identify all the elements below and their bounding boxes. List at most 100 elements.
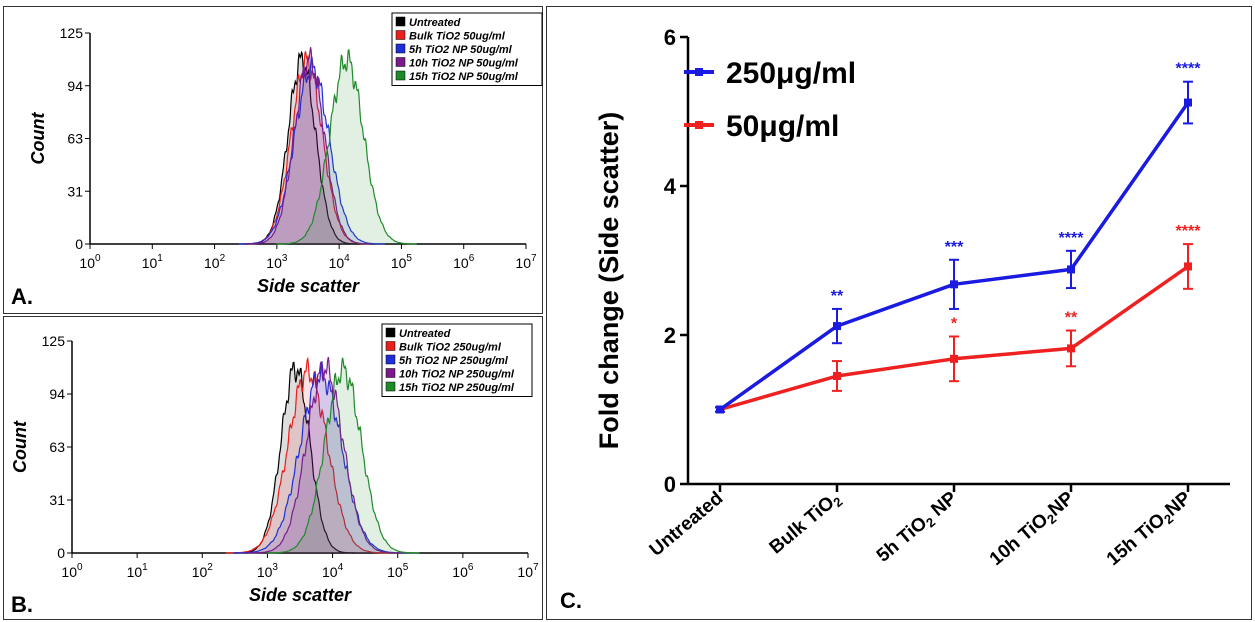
hist-b-x-tick-label: 103 (257, 562, 279, 580)
line-c-y-tick-label: 6 (664, 25, 676, 50)
line-c-legend-label: 50μg/ml (726, 110, 839, 143)
line-c-y-axis-title: Fold change (Side scatter) (594, 112, 624, 450)
line-c-significance-label: **** (1176, 61, 1202, 78)
hist-a-y-axis-title: Count (28, 112, 48, 165)
hist-a-area-5h-tio2-np-50ug-ml (238, 57, 385, 244)
hist-b-x-tick-label: 102 (192, 562, 214, 580)
hist-a-area-bulk-tio2-50ug-ml (241, 51, 373, 244)
hist-b-y-tick-label: 0 (57, 545, 65, 561)
hist-a-legend-label: Untreated (409, 17, 461, 29)
panel-b-frame (3, 316, 543, 620)
hist-b-y-tick-label: 125 (42, 333, 66, 349)
hist-a-y-tick-label: 31 (67, 183, 83, 199)
hist-b-curve-15h-tio2-np-250ug-ml (266, 357, 420, 554)
line-c-category-label: 5h TiO2 NP (873, 488, 963, 569)
line-c-category-label: 10h TiO2NP (986, 488, 1080, 572)
hist-b-y-tick-label: 31 (49, 492, 65, 508)
hist-b-plot: 0 31 63 94 125 100 101 102 103 104 105 106 107 Side s… (10, 323, 539, 605)
line-c-point (1184, 98, 1192, 107)
hist-b-y-axis-title: Count (10, 420, 30, 473)
line-c-legend-marker (695, 68, 703, 76)
hist-b-curve-untreated (235, 361, 356, 554)
panel-c-frame (546, 6, 1252, 620)
hist-b-curve-10h-tio2-np-250ug-ml (248, 356, 402, 554)
line-c-legend-label: 250μg/ml (726, 57, 856, 90)
hist-b-x-tick-label: 104 (322, 562, 344, 580)
hist-a-y-tick-label: 94 (67, 78, 83, 94)
hist-a-y-tick-label: 63 (67, 131, 83, 147)
line-c-point (833, 371, 841, 380)
hist-b-legend-label: Bulk TiO2 250ug/ml (399, 342, 502, 354)
panel-b-letter: B. (11, 592, 33, 617)
hist-a-legend-label: 15h TiO2 NP 50ug/ml (409, 71, 519, 83)
line-c-category-label: Untreated (646, 488, 727, 561)
line-c-point (1184, 262, 1192, 271)
line-c-y-tick-label: 4 (664, 174, 677, 199)
hist-b-x-tick-label: 105 (387, 562, 409, 580)
hist-b-curve-bulk-tio2-250ug-ml (225, 356, 390, 554)
hist-a-legend-swatch (395, 57, 406, 67)
hist-b-legend-swatch (385, 354, 396, 365)
line-c-point (950, 354, 958, 363)
hist-a-x-tick-label: 102 (204, 253, 226, 271)
hist-b-area-15h-tio2-np-250ug-ml (266, 357, 420, 553)
hist-b-x-tick-label: 101 (127, 562, 149, 580)
hist-a-x-tick-label: 106 (453, 253, 475, 271)
line-c-point (1067, 344, 1075, 353)
panel-a-letter: A. (11, 284, 33, 309)
hist-b-x-tick-label: 100 (61, 562, 83, 580)
hist-a-legend-swatch (395, 30, 406, 40)
hist-a-x-tick-label: 105 (391, 253, 413, 271)
hist-b-curve-5h-tio2-np-250ug-ml (233, 361, 408, 554)
line-c-significance-label: **** (1059, 230, 1085, 247)
hist-b-x-tick-label: 107 (517, 562, 539, 580)
hist-a-area-15h-tio2-np-50ug-ml (276, 49, 418, 245)
hist-b-area-bulk-tio2-250ug-ml (225, 358, 390, 553)
hist-a-x-axis-title: Side scatter (257, 276, 360, 296)
hist-a-legend-swatch (395, 43, 406, 54)
line-c-significance-label: ** (1065, 310, 1078, 327)
hist-b-legend-label: 10h TiO2 NP 250ug/ml (399, 369, 515, 381)
hist-a-area-untreated (244, 52, 360, 244)
line-c-point (833, 322, 841, 331)
hist-b-y-tick-label: 63 (49, 439, 65, 455)
hist-b-y-tick-label: 94 (49, 386, 65, 402)
line-c-plot: 0 2 4 6 Untreated Bulk TiO2 5h TiO2 NP 10h TiO2… (594, 25, 1230, 572)
line-c-significance-label: *** (945, 239, 964, 256)
line-c-legend-marker (695, 121, 703, 129)
hist-a-x-tick-label: 104 (329, 253, 351, 271)
hist-a-legend-label: Bulk TiO2 50ug/ml (409, 31, 506, 43)
hist-b-area-10h-tio2-np-250ug-ml (248, 357, 402, 553)
line-c-y-tick-label: 2 (664, 323, 676, 348)
hist-b-x-axis-title: Side scatter (249, 585, 352, 605)
hist-a-y-tick-label: 125 (60, 25, 84, 41)
hist-a-x-tick-label: 107 (515, 253, 537, 271)
hist-a-x-tick-label: 100 (79, 253, 101, 271)
hist-b-legend-swatch (385, 381, 396, 392)
hist-b-legend-swatch (385, 368, 396, 378)
hist-a-x-tick-label: 101 (142, 253, 164, 271)
line-c-category-label: Bulk TiO2 (766, 488, 846, 560)
line-c-significance-label: ** (831, 288, 844, 305)
line-c-y-tick-label: 0 (664, 472, 676, 497)
hist-a-plot: 0 31 63 94 125 100 101 102 103 104 105 106 107 Side s… (28, 12, 543, 296)
panel-a-frame (3, 6, 543, 314)
hist-b-x-tick-label: 106 (452, 562, 474, 580)
line-c-significance-label: **** (1176, 223, 1202, 240)
hist-a-y-tick-label: 0 (75, 236, 83, 252)
line-c-point (950, 280, 958, 289)
line-c-category-label: 15h TiO2NP (1103, 488, 1197, 572)
line-c-significance-label: * (951, 315, 958, 332)
hist-b-legend-label: 5h TiO2 NP 250ug/ml (399, 355, 509, 367)
panel-c-letter: C. (560, 588, 582, 613)
hist-a-curve-10h-tio2-np-50ug-ml (246, 47, 372, 245)
hist-a-legend-box (391, 12, 543, 86)
hist-a-legend-label: 10h TiO2 NP 50ug/ml (409, 58, 519, 70)
hist-b-legend-swatch (385, 327, 396, 338)
hist-a-legend-swatch (395, 16, 406, 27)
hist-b-legend-label: 15h TiO2 NP 250ug/ml (399, 382, 515, 394)
hist-b-legend-box (381, 323, 533, 397)
hist-b-area-untreated (235, 362, 356, 553)
line-c-point (1067, 265, 1075, 274)
